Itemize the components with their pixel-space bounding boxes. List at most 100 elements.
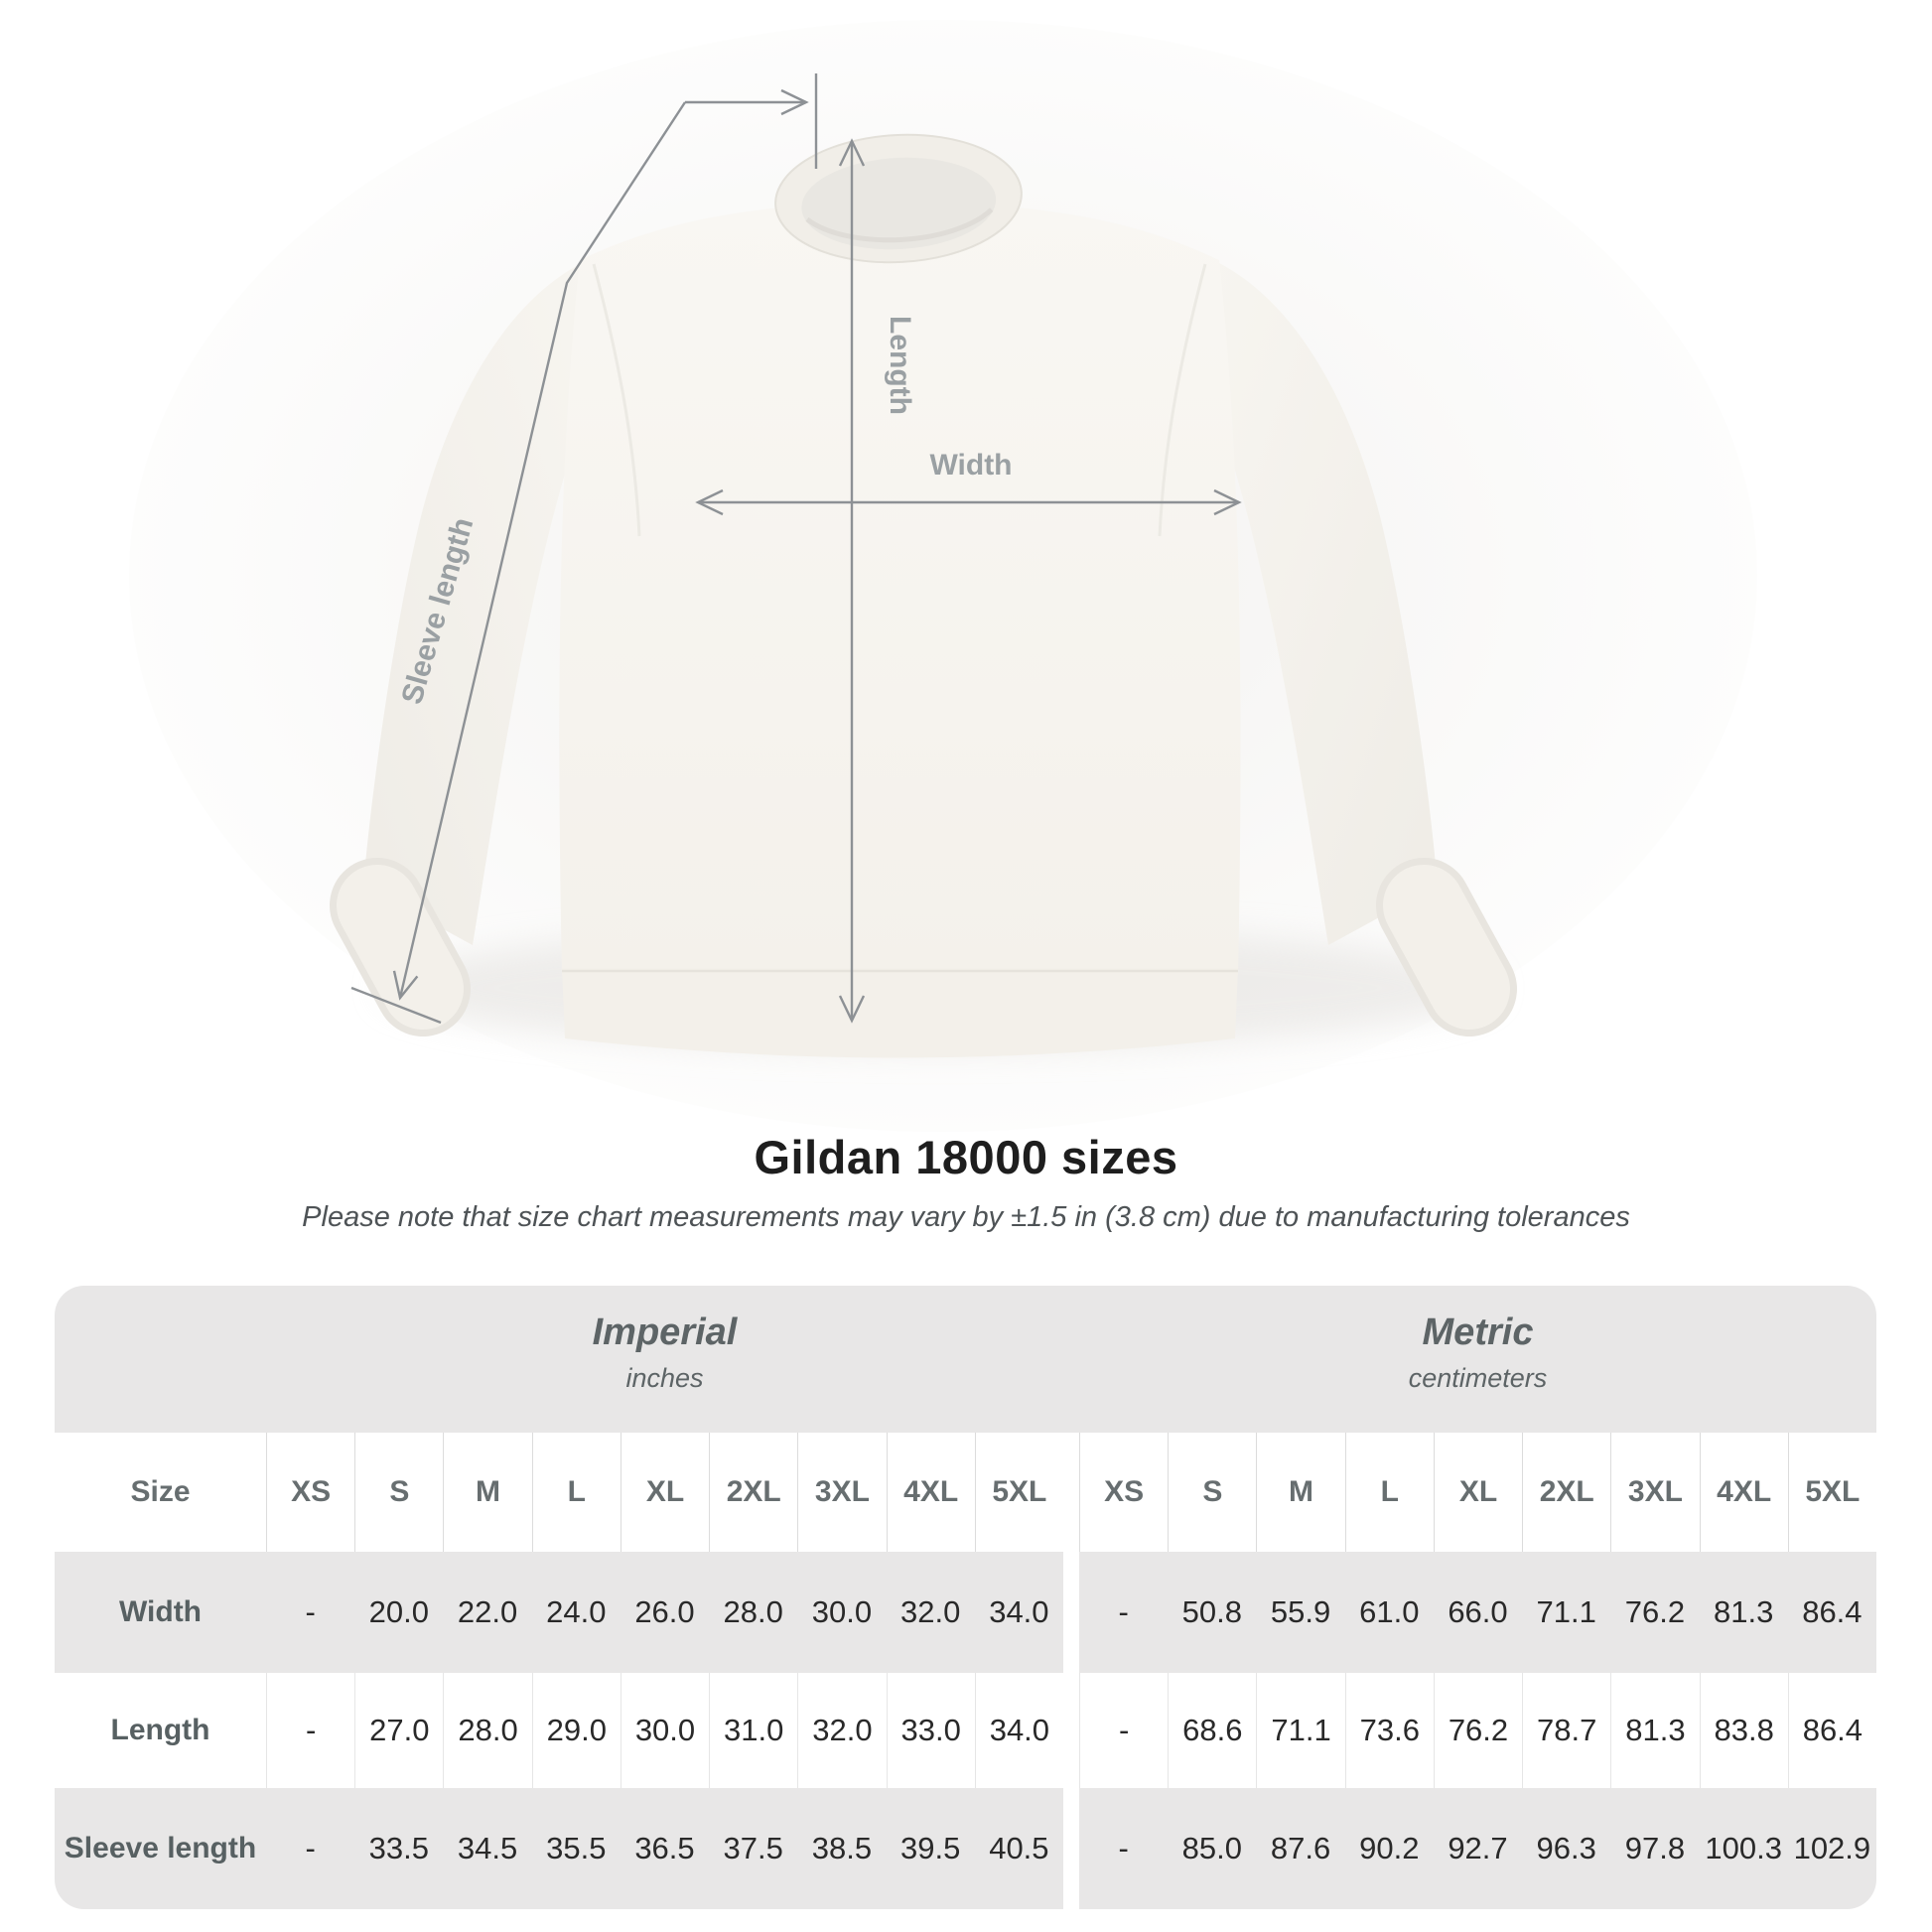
metric-value-cell: 100.3: [1699, 1788, 1788, 1909]
imperial-value-cell: 28.0: [709, 1552, 798, 1673]
size-header-2xl: 2XL: [709, 1433, 797, 1552]
table-row-sleeve-length: Sleeve length -33.5 34.5 35.5 36.5 37.5 38.5 39…: [55, 1788, 1876, 1909]
size-header-xl: XL: [620, 1433, 709, 1552]
imperial-value-cell: -: [266, 1552, 355, 1673]
imperial-value-cell: -: [266, 1788, 355, 1909]
imperial-value-cell: 24.0: [531, 1552, 621, 1673]
imperial-value-cell: 26.0: [620, 1552, 710, 1673]
metric-value-cell: 55.9: [1256, 1552, 1345, 1673]
group-gap: [1063, 1673, 1079, 1788]
size-header-5xl: 5XL: [974, 1433, 1063, 1552]
metric-value-cell: 81.3: [1699, 1552, 1788, 1673]
size-header-2xl: 2XL: [1522, 1433, 1610, 1552]
imperial-value-cell: 32.0: [886, 1552, 975, 1673]
imperial-unit: inches: [625, 1362, 704, 1393]
imperial-value-cell: 37.5: [709, 1788, 798, 1909]
size-header-m: M: [1256, 1433, 1344, 1552]
size-header-m: M: [443, 1433, 531, 1552]
metric-value-cell: 83.8: [1699, 1673, 1788, 1788]
imperial-value-cell: 33.5: [354, 1788, 444, 1909]
metric-value-cell: 50.8: [1168, 1552, 1257, 1673]
size-header-xs: XS: [266, 1433, 354, 1552]
row-label: Length: [110, 1714, 210, 1746]
size-header-xl: XL: [1433, 1433, 1522, 1552]
imperial-value-cell: 31.0: [709, 1673, 797, 1788]
unit-band-row: Imperial inches Metric centimeters: [55, 1286, 1876, 1433]
imperial-value-cell: 34.0: [974, 1552, 1063, 1673]
metric-value-cell: 71.1: [1522, 1552, 1611, 1673]
size-header-4xl: 4XL: [1699, 1433, 1788, 1552]
imperial-value-cell: 32.0: [797, 1673, 886, 1788]
imperial-title: Imperial: [592, 1311, 738, 1353]
metric-value-cell: 96.3: [1522, 1788, 1611, 1909]
imperial-value-cell: 38.5: [797, 1788, 887, 1909]
size-header-l: L: [1344, 1433, 1434, 1552]
row-label: Sleeve length: [55, 1788, 266, 1909]
imperial-value-cell: 39.5: [886, 1788, 975, 1909]
imperial-value-cell: 27.0: [354, 1673, 443, 1788]
metric-value-cell: 87.6: [1256, 1788, 1345, 1909]
metric-value-cell: -: [1078, 1552, 1169, 1673]
group-gap: [1063, 1433, 1079, 1552]
size-header-5xl: 5XL: [1787, 1433, 1876, 1552]
sleeve-length-arrow: [392, 101, 687, 1001]
size-header-s: S: [1168, 1433, 1256, 1552]
metric-value-cell: 66.0: [1433, 1552, 1523, 1673]
imperial-value-cell: 30.0: [797, 1552, 887, 1673]
band-corner: [55, 1286, 266, 1433]
imperial-group-header: Imperial inches: [266, 1286, 1063, 1433]
metric-value-cell: 76.2: [1433, 1673, 1522, 1788]
metric-value-cell: 76.2: [1610, 1552, 1700, 1673]
metric-value-cell: 85.0: [1168, 1788, 1257, 1909]
imperial-value-cell: 34.5: [443, 1788, 532, 1909]
imperial-value-cell: 40.5: [974, 1788, 1063, 1909]
size-header-3xl: 3XL: [797, 1433, 886, 1552]
imperial-value-cell: 33.0: [886, 1673, 975, 1788]
tolerance-note: Please note that size chart measurements…: [302, 1201, 1630, 1233]
imperial-value-cell: 36.5: [620, 1788, 710, 1909]
metric-value-cell: 61.0: [1344, 1552, 1434, 1673]
metric-value-cell: -: [1078, 1788, 1169, 1909]
metric-value-cell: 68.6: [1168, 1673, 1256, 1788]
row-label: Width: [55, 1552, 266, 1673]
size-header-s: S: [354, 1433, 443, 1552]
size-table: Imperial inches Metric centimeters Size X…: [55, 1286, 1876, 1909]
sweatshirt-measurement-figure: Width Length Sleeve length: [129, 20, 1757, 1132]
table-row-length: Length -27.0 28.0 29.0 30.0 31.0 32.0 33.0 34.0-…: [55, 1673, 1876, 1788]
group-gap: [1063, 1788, 1079, 1909]
imperial-value-cell: 29.0: [531, 1673, 621, 1788]
sleeve-end-tick: [350, 986, 442, 1025]
metric-value-cell: 97.8: [1610, 1788, 1700, 1909]
size-header-3xl: 3XL: [1610, 1433, 1699, 1552]
metric-value-cell: 86.4: [1787, 1552, 1876, 1673]
metric-value-cell: 92.7: [1433, 1788, 1523, 1909]
metric-unit: centimeters: [1408, 1362, 1548, 1393]
imperial-value-cell: 22.0: [443, 1552, 532, 1673]
size-header-l: L: [531, 1433, 621, 1552]
imperial-value-cell: 28.0: [443, 1673, 531, 1788]
metric-value-cell: 90.2: [1344, 1788, 1434, 1909]
group-gap: [1063, 1286, 1079, 1433]
page-title: Gildan 18000 sizes: [754, 1131, 1178, 1183]
imperial-value-cell: 35.5: [531, 1788, 621, 1909]
metric-value-cell: 86.4: [1787, 1673, 1876, 1788]
metric-value-cell: -: [1078, 1673, 1168, 1788]
imperial-value-cell: -: [266, 1673, 354, 1788]
metric-value-cell: 71.1: [1256, 1673, 1344, 1788]
imperial-value-cell: 20.0: [354, 1552, 444, 1673]
size-header-row: Size XS S M L XL 2XL 3XL 4XL 5XL XS S M L XL 2XL 3XL 4XL 5…: [55, 1433, 1876, 1552]
metric-group-header: Metric centimeters: [1079, 1286, 1876, 1433]
metric-title: Metric: [1422, 1311, 1534, 1353]
imperial-value-cell: 34.0: [974, 1673, 1063, 1788]
length-label: Length: [884, 316, 916, 415]
size-header-4xl: 4XL: [886, 1433, 975, 1552]
imperial-value-cell: 30.0: [620, 1673, 709, 1788]
width-label: Width: [929, 449, 1012, 482]
measurement-overlay: [350, 73, 1242, 1025]
size-column-header: Size: [130, 1475, 191, 1508]
sweatshirt-image: [330, 133, 1517, 1058]
metric-value-cell: 73.6: [1344, 1673, 1434, 1788]
table-row-width: Width -20.0 22.0 24.0 26.0 28.0 30.0 32.0 34.0-5…: [55, 1552, 1876, 1673]
metric-value-cell: 102.9: [1787, 1788, 1876, 1909]
